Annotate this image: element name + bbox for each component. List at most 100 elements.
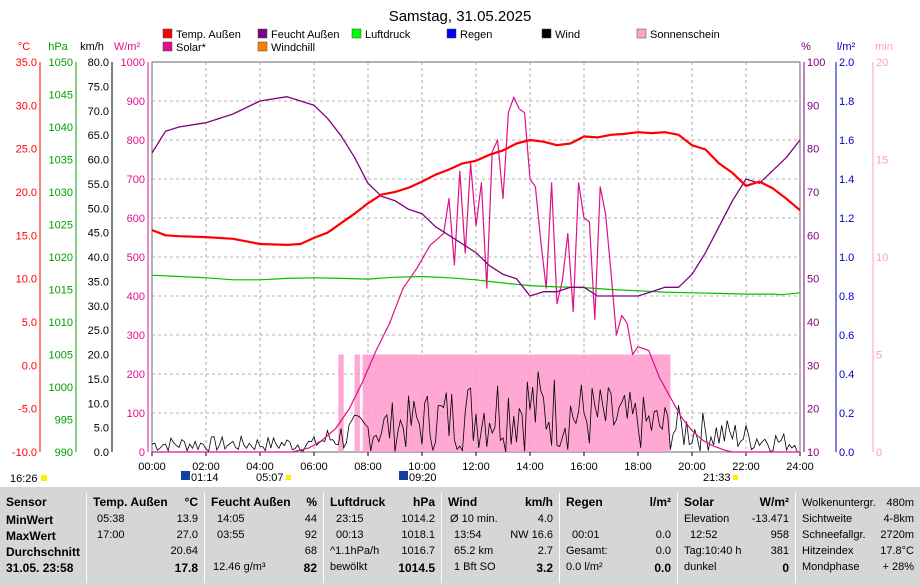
solar-unit-label: W/m² [114,41,141,53]
axis-unit-labels: °C hPa km/h W/m² % l/m² min [18,41,893,53]
wind-tick-label: 5.0 [94,423,109,435]
legend-swatch [351,28,362,39]
rain-tick-label: 2.0 [839,57,854,69]
rain-total-value: 0.0 [655,545,671,557]
chart-title: Samstag, 31.05.2025 [389,8,532,25]
temp-max-value: 27.0 [176,529,198,541]
wind-line [151,371,798,453]
legend-swatch [162,28,173,39]
solar-tick-label: 0 [139,447,145,459]
hum-min-value: 44 [304,513,317,525]
row-label-max: MaxWert [6,529,56,543]
legend-swatch [257,41,268,52]
wind-tick-label: 20.0 [88,350,109,362]
legend-label: Windchill [271,42,315,54]
humidity-line [151,96,801,297]
temp-tick-label: 0.0 [22,360,37,372]
wind-tick-label: 15.0 [88,374,109,386]
x-tick-label: 08:00 [354,461,382,473]
x-tick-label: 14:00 [516,461,544,473]
hum-current-value: 82 [303,561,317,575]
temp-block: Temp. Außen °C 05:38 13.9 17:00 27.0 20.64… [87,493,205,583]
time-markers: 16:26 01:14 05:07 09:20 21:33 [10,471,738,485]
solar-max-time: 12:52 [690,529,718,541]
solar-state: dunkel [684,561,717,573]
statistics-panel: Sensor MinWert MaxWert Durchschnitt 31.0… [0,487,920,586]
pressure-tick-label: 1005 [49,350,73,362]
solar-tick-label: 900 [127,96,145,108]
wind-tick-label: 40.0 [88,252,109,264]
humidity-tick-label: 100 [807,57,825,69]
hum-max-value: 92 [304,529,317,541]
wind-header: Wind [448,495,478,509]
sunshine-tick-label: 10 [876,252,888,264]
press-min-time: 23:15 [336,513,364,525]
legend: Temp. Außen Feucht Außen Luftdruck Regen Win… [162,28,720,54]
legend-label: Temp. Außen [176,29,241,41]
rain-max-time: 00:01 [572,529,600,541]
humidity-tick-label: 90 [807,100,819,112]
rain-tick-label: 1.0 [839,252,854,264]
sunrise-time-label: 05:07 [256,472,284,484]
wind-tick-label: 75.0 [88,81,109,93]
moon-icon [181,471,190,480]
wind-tick-label: 30.0 [88,301,109,313]
rain-block: Regen l/m² 00:01 0.0 Gesamt: 0.0 0.0 l/m² 0… [560,493,678,583]
x-tick-label: 02:00 [192,461,220,473]
temp-tick-label: 20.0 [16,187,37,199]
moon-time-label-1: 01:14 [191,472,219,484]
legend-label: Feucht Außen [271,29,340,41]
pressure-tick-label: 1050 [49,57,73,69]
press-header: Luftdruck [330,495,386,509]
wind-tick-label: 25.0 [88,325,109,337]
rain-today: 0.0 l/m² [566,561,603,573]
row-label-avg: Durchschnitt [6,545,81,559]
solar-tick-label: 100 [127,408,145,420]
sunshine-block [338,354,344,452]
wind-unit: km/h [524,495,553,509]
press-max-time: 00:13 [336,529,364,541]
x-tick-label: 16:00 [570,461,598,473]
hum-min-time: 14:05 [217,513,245,525]
x-tick-label: 20:00 [678,461,706,473]
sunshine-block [354,354,360,452]
legend-label: Sonnenschein [650,29,720,41]
wind-avg10-value: 4.0 [537,513,553,525]
humidity-block: Feucht Außen % 14:05 44 03:55 92 68 12.46 … [205,493,324,583]
pressure-tick-label: 1000 [49,382,73,394]
rain-tick-label: 0.8 [839,291,854,303]
temp-tick-label: 15.0 [16,230,37,242]
press-trend: ^1.1hPa/h [330,545,380,557]
visibility-label: Sichtweite [802,513,853,525]
temp-min-time: 05:38 [97,513,125,525]
solar-avg-value: 381 [770,545,789,557]
sunshine-tick-label: 15 [876,155,888,167]
wind-tick-label: 60.0 [88,155,109,167]
humidity-tick-label: 60 [807,230,819,242]
x-tick-label: 00:00 [138,461,166,473]
humidity-tick-label: 20 [807,404,819,416]
solar-tick-label: 600 [127,213,145,225]
rain-unit-label: l/m² [837,41,856,53]
humidity-tick-label: 70 [807,187,819,199]
solar-tick-label: 200 [127,369,145,381]
moon-icon-2 [399,471,408,480]
pressure-line [151,274,801,296]
rain-tick-label: 0.0 [839,447,854,459]
left-time-dot [41,475,47,481]
legend-swatch [257,28,268,39]
rain-tick-label: 1.6 [839,135,854,147]
hum-header: Feucht Außen [211,495,291,509]
temp-avg-value: 20.64 [170,545,198,557]
humidity-tick-label: 10 [807,447,819,459]
temp-tick-label: 10.0 [16,274,37,286]
humidity-tick-label: 50 [807,274,819,286]
heatindex-label: Hitzeindex [802,545,854,557]
rain-tick-label: 1.4 [839,174,854,186]
extra-block: Wolkenuntergr. 480m Sichtweite 4-8km Schne… [796,493,920,583]
temp-unit: °C [184,495,198,509]
hum-max-time: 03:55 [217,529,245,541]
solar-tick-label: 300 [127,330,145,342]
pressure-tick-label: 1010 [49,317,73,329]
solar-tick-label: 700 [127,174,145,186]
